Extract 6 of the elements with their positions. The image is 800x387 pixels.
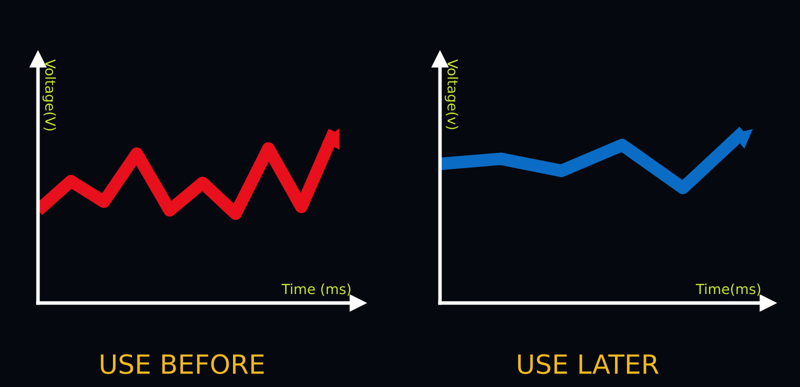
y-axis-title: Voltage(v) bbox=[444, 59, 458, 130]
x-axis-title: Time(ms) bbox=[696, 283, 760, 296]
x-axis-title: Time (ms) bbox=[282, 283, 350, 296]
text: USE BEFORE bbox=[100, 354, 264, 374]
y-axis-title: Voltage(V) bbox=[42, 59, 56, 130]
text: USE LATER bbox=[518, 354, 659, 374]
